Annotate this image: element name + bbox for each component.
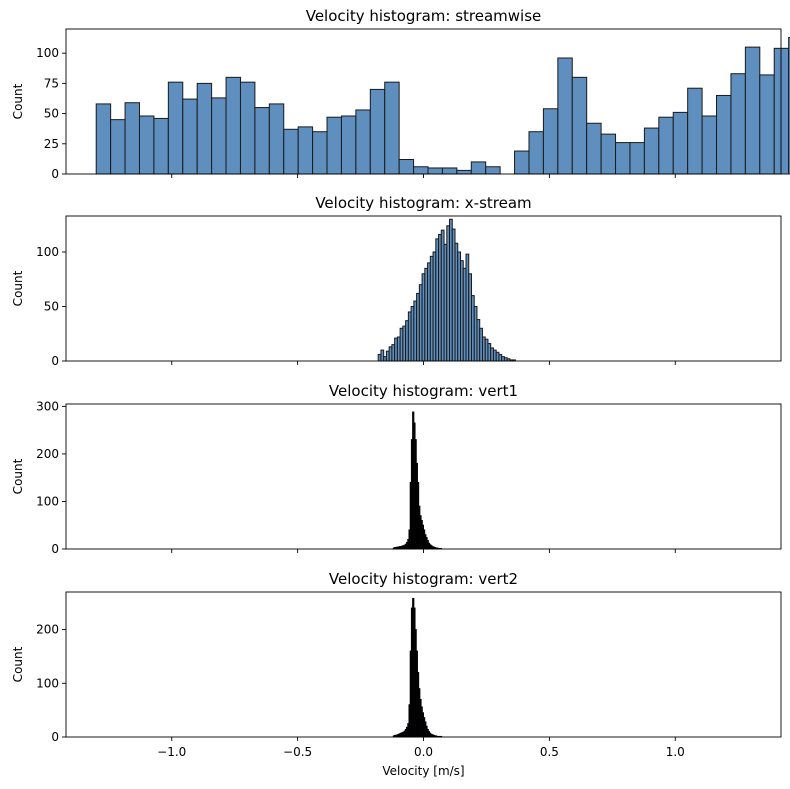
histogram-bar xyxy=(629,142,645,175)
histogram-bar xyxy=(340,115,357,175)
histogram-bar xyxy=(744,46,761,175)
histogram-bar xyxy=(658,116,674,175)
histogram-bars xyxy=(377,218,516,362)
x-tick-label: 1.0 xyxy=(666,745,685,759)
y-axis-label: Count xyxy=(11,83,25,119)
histogram-bars xyxy=(392,597,443,738)
y-axis-label: Count xyxy=(11,270,25,306)
histogram-bar xyxy=(701,115,718,175)
x-tick-label: 0.5 xyxy=(540,745,559,759)
histogram-bar xyxy=(225,76,241,175)
histogram-bar xyxy=(528,131,544,175)
panel-2: Velocity histogram: x-stream Count 0 50 100 xyxy=(11,194,782,368)
histogram-bar xyxy=(384,81,400,175)
histogram-bar xyxy=(297,126,314,175)
y-tick-label: 100 xyxy=(36,676,59,690)
y-tick-label: 0 xyxy=(51,542,59,556)
y-tick-label: 100 xyxy=(36,245,59,259)
histogram-bar xyxy=(716,94,732,175)
histogram-bar xyxy=(283,128,299,175)
histogram-bar xyxy=(542,108,559,175)
histogram-bar xyxy=(687,87,703,175)
histogram-bar xyxy=(182,98,198,175)
histogram-bars xyxy=(95,36,790,175)
y-axis-label: Count xyxy=(11,458,25,494)
histogram-bar xyxy=(153,117,169,175)
panel-title: Velocity histogram: x-stream xyxy=(315,194,531,212)
y-tick-label: 50 xyxy=(44,299,59,313)
histogram-bar xyxy=(268,103,285,175)
histogram-bar xyxy=(470,161,487,175)
histogram-bar xyxy=(427,167,443,175)
histogram-bar xyxy=(398,159,415,175)
panel-title: Velocity histogram: streamwise xyxy=(306,7,542,25)
histogram-bar xyxy=(413,166,429,175)
histogram-bar xyxy=(355,109,371,175)
y-tick-label: 0 xyxy=(51,354,59,368)
histogram-bar xyxy=(196,82,213,175)
histogram-bar xyxy=(643,127,660,175)
histogram-bar xyxy=(95,103,112,175)
x-axis-label: Velocity [m/s] xyxy=(382,764,464,778)
histogram-bar xyxy=(557,57,573,175)
y-tick-label: 100 xyxy=(36,494,59,508)
x-tick-label: −0.5 xyxy=(283,745,312,759)
histogram-bar xyxy=(254,107,270,175)
y-tick-label: 75 xyxy=(44,76,59,90)
histogram-bar xyxy=(167,81,184,175)
y-tick-label: 0 xyxy=(51,730,59,744)
y-tick-label: 200 xyxy=(36,447,59,461)
histogram-bar xyxy=(369,88,386,175)
histogram-bar xyxy=(514,150,530,175)
panel-title: Velocity histogram: vert1 xyxy=(329,382,518,400)
panel-title: Velocity histogram: vert2 xyxy=(329,570,518,588)
x-tick-label: 0.0 xyxy=(414,745,433,759)
histogram-bar xyxy=(571,76,588,175)
y-tick-label: 0 xyxy=(51,167,59,181)
histogram-bar xyxy=(586,122,602,175)
histogram-bar xyxy=(441,167,458,175)
histogram-bars xyxy=(392,411,443,550)
histogram-bar xyxy=(788,36,790,175)
histogram-bar xyxy=(600,133,617,175)
y-tick-label: 300 xyxy=(36,399,59,413)
histogram-bar xyxy=(759,74,775,175)
x-tick-label: −1.0 xyxy=(157,745,186,759)
panel-4: Velocity histogram: vert2 Count 0 100 200 −1.… xyxy=(11,570,782,759)
histogram-bar xyxy=(110,119,126,175)
y-axis-label: Count xyxy=(11,646,25,682)
histogram-bar xyxy=(326,116,342,175)
y-tick-label: 100 xyxy=(36,46,59,60)
panel-1: Velocity histogram: streamwise Count 0 25 50… xyxy=(11,7,790,181)
histogram-bar xyxy=(456,169,472,175)
histogram-bar xyxy=(124,102,140,175)
histogram-bar xyxy=(211,97,227,175)
histogram-bar xyxy=(485,166,501,175)
histogram-bar xyxy=(672,111,689,175)
y-tick-label: 25 xyxy=(44,137,59,151)
histogram-bar xyxy=(138,115,155,175)
histogram-bar xyxy=(615,142,631,175)
y-tick-label: 200 xyxy=(36,623,59,637)
histogram-bar xyxy=(730,73,746,175)
y-tick-label: 50 xyxy=(44,107,59,121)
histogram-bar xyxy=(312,131,328,175)
histogram-bar xyxy=(239,81,256,175)
panel-3: Velocity histogram: vert1 Count 0 100 200 300 xyxy=(11,382,782,556)
